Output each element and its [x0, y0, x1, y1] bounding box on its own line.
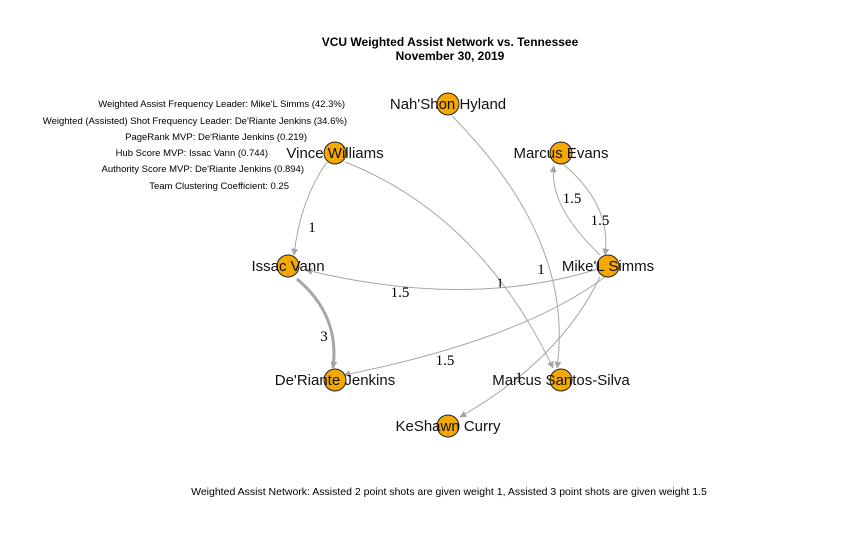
footer-caption: Weighted Assist Network: Assisted 2 poin…	[191, 486, 707, 498]
node-williams: Vince Williams	[286, 141, 384, 165]
edge-label-simms-jenkins: 1.5	[436, 353, 455, 369]
edge-simms-jenkins	[343, 276, 606, 378]
edge-simms-evans	[549, 165, 601, 256]
node-marker-curry	[436, 414, 460, 438]
edge-label-williams-santos: 1	[496, 276, 504, 292]
node-marker-simms	[596, 254, 620, 278]
nodes-layer: Nah'Shon Hyland Marcus Evans Vince Willi…	[251, 92, 654, 438]
edge-label-evans-simms: 1.5	[591, 213, 610, 229]
edge-label-simms-curry: 1	[515, 370, 523, 386]
edge-label-vann-jenkins: 3	[320, 329, 328, 345]
node-label-curry: KeShawn Curry	[395, 418, 501, 435]
edge-label-hyland-santos: 1	[537, 262, 545, 278]
edge-williams-santos	[344, 161, 554, 369]
node-label-evans: Marcus Evans	[513, 145, 608, 162]
edge-williams-vann	[291, 161, 328, 256]
edge-vann-jenkins	[296, 277, 338, 369]
stat-assist-frequency-leader: Weighted Assist Frequency Leader: Mike'L…	[98, 99, 345, 110]
node-marker-hyland	[436, 92, 460, 116]
node-santos: Marcus Santos-Silva	[492, 368, 630, 392]
edge-simms-vann	[305, 267, 602, 290]
node-label-vann: Issac Vann	[251, 258, 324, 275]
stats-block: Weighted Assist Frequency Leader: Mike'L…	[43, 99, 347, 192]
stat-hub-score-mvp: Hub Score MVP: Issac Vann (0.744)	[116, 148, 268, 159]
stat-shot-frequency-leader: Weighted (Assisted) Shot Frequency Leade…	[43, 116, 347, 127]
node-marker-evans	[549, 141, 573, 165]
node-label-santos: Marcus Santos-Silva	[492, 372, 630, 389]
chart-subtitle-date: November 30, 2019	[396, 49, 505, 63]
chart-title: VCU Weighted Assist Network vs. Tennesse…	[322, 35, 579, 49]
edge-hyland-santos	[451, 115, 562, 369]
node-marker-williams	[323, 141, 347, 165]
stat-authority-score-mvp: Authority Score MVP: De'Riante Jenkins (…	[102, 164, 304, 175]
stat-pagerank-mvp: PageRank MVP: De'Riante Jenkins (0.219)	[125, 132, 307, 143]
node-evans: Marcus Evans	[513, 141, 609, 165]
node-marker-santos	[549, 368, 573, 392]
edge-label-simms-evans: 1.5	[563, 191, 582, 207]
node-marker-vann	[276, 254, 300, 278]
node-vann: Issac Vann	[251, 254, 325, 278]
edges-layer: 1 1 1 3 1.5 1.5 1 1.5 1.5	[291, 115, 610, 418]
node-label-simms: Mike'L Simms	[562, 258, 654, 275]
node-marker-jenkins	[323, 368, 347, 392]
node-hyland: Nah'Shon Hyland	[390, 92, 506, 116]
node-curry: KeShawn Curry	[395, 414, 501, 438]
edge-label-simms-vann: 1.5	[391, 285, 410, 301]
node-simms: Mike'L Simms	[562, 254, 654, 278]
node-label-jenkins: De'Riante Jenkins	[275, 372, 395, 389]
edge-evans-simms	[562, 163, 610, 256]
node-jenkins: De'Riante Jenkins	[275, 368, 395, 392]
node-label-williams: Vince Williams	[286, 145, 383, 162]
stat-team-clustering: Team Clustering Coefficient: 0.25	[149, 181, 289, 192]
node-label-hyland: Nah'Shon Hyland	[390, 96, 506, 113]
edge-label-williams-vann: 1	[308, 220, 316, 236]
edge-simms-curry	[459, 276, 601, 418]
